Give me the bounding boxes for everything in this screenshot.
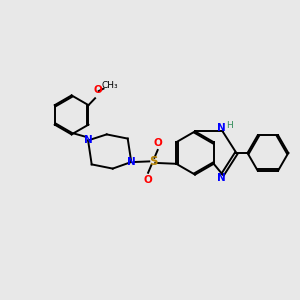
Text: H: H — [226, 122, 232, 130]
Text: N: N — [127, 157, 136, 167]
Text: N: N — [217, 123, 226, 134]
Text: CH₃: CH₃ — [102, 81, 118, 90]
Text: N: N — [84, 135, 92, 146]
Text: S: S — [148, 155, 157, 168]
Text: N: N — [217, 173, 226, 183]
Text: O: O — [154, 137, 163, 148]
Text: O: O — [143, 175, 152, 185]
Text: O: O — [93, 85, 102, 95]
